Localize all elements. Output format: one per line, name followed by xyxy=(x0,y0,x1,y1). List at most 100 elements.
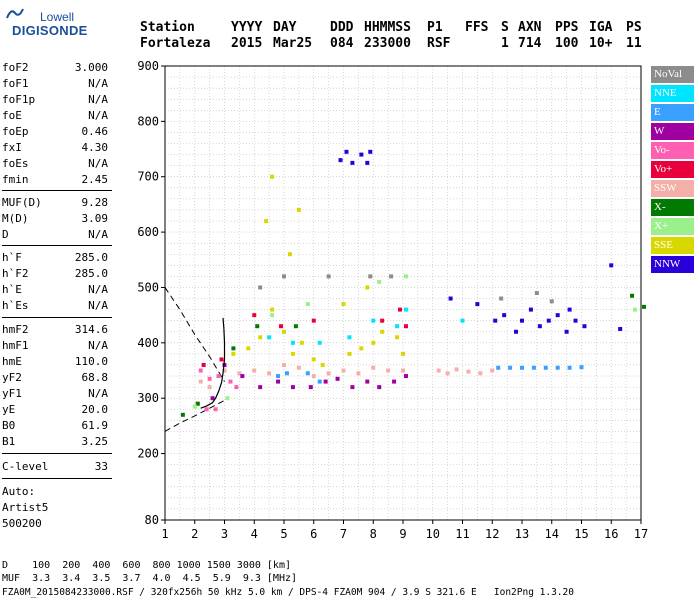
param-value: 9.28 xyxy=(81,196,109,209)
data-point xyxy=(359,152,364,157)
data-point xyxy=(180,412,185,417)
param-label: h`F2 xyxy=(2,267,29,280)
data-point xyxy=(267,371,272,376)
data-point xyxy=(347,335,352,340)
param-label: yF1 xyxy=(2,387,22,400)
data-point xyxy=(377,385,382,390)
header-s-value: 1 xyxy=(501,36,509,51)
header-doy-value: 084 xyxy=(330,36,354,51)
header-p1-label: P1 xyxy=(427,20,443,35)
divider xyxy=(2,453,112,454)
data-point xyxy=(234,385,239,390)
data-point xyxy=(311,357,316,362)
y-tick-label: 400 xyxy=(137,336,159,350)
legend-item-w: W xyxy=(651,123,694,140)
data-point xyxy=(371,340,376,345)
legend-item-x-minus: X- xyxy=(651,199,694,216)
data-point xyxy=(436,368,441,373)
legend-item-vo-minus: Vo- xyxy=(651,142,694,159)
data-point xyxy=(341,368,346,373)
data-point xyxy=(228,379,233,384)
data-point xyxy=(270,313,275,318)
param-label: hmF1 xyxy=(2,339,29,352)
param-label: fxI xyxy=(2,141,22,154)
x-tick-label: 10 xyxy=(426,527,440,541)
data-point xyxy=(305,371,310,376)
data-point xyxy=(201,362,206,367)
header-s-label: S xyxy=(501,20,509,35)
data-point xyxy=(386,368,391,373)
data-point xyxy=(380,329,385,334)
param-value: N/A xyxy=(88,77,108,90)
data-point xyxy=(546,318,551,323)
data-point xyxy=(347,351,352,356)
param-label: M(D) xyxy=(2,212,29,225)
data-point xyxy=(403,324,408,329)
param-value: 4.30 xyxy=(81,141,109,154)
data-point xyxy=(290,340,295,345)
data-point xyxy=(341,302,346,307)
x-tick-label: 11 xyxy=(455,527,469,541)
data-point xyxy=(537,324,542,329)
data-point xyxy=(317,340,322,345)
param-value: 110.0 xyxy=(74,355,108,368)
logo-lowell: Lowell xyxy=(40,10,75,24)
data-point xyxy=(276,379,281,384)
data-point xyxy=(555,365,560,370)
data-point xyxy=(350,160,355,165)
param-label: foF1p xyxy=(2,93,36,106)
legend-item-sse: SSE xyxy=(651,237,694,254)
data-point xyxy=(395,324,400,329)
param-label: foEs xyxy=(2,157,29,170)
data-point xyxy=(335,376,340,381)
header-station-label: Station xyxy=(140,20,195,35)
param-label: C-level xyxy=(2,460,49,473)
param-value: 20.0 xyxy=(81,403,109,416)
data-point xyxy=(246,346,251,351)
header-ffs-label: FFS xyxy=(465,20,489,35)
param-value: 3.09 xyxy=(81,212,109,225)
data-point xyxy=(282,274,286,279)
param-label: foF2 xyxy=(2,61,29,74)
data-point xyxy=(520,318,524,323)
data-point xyxy=(222,368,227,373)
data-point xyxy=(231,351,236,356)
param-value: 3.000 xyxy=(74,61,108,74)
param-value: N/A xyxy=(88,299,108,312)
param-value: 3.25 xyxy=(81,435,109,448)
data-point xyxy=(365,379,370,384)
data-point xyxy=(323,379,328,384)
data-point xyxy=(204,407,209,412)
data-point xyxy=(401,351,405,356)
y-tick-label: 500 xyxy=(137,280,159,294)
data-point xyxy=(514,329,519,334)
header-ps-label: PS xyxy=(626,20,642,35)
x-tick-label: 15 xyxy=(574,527,588,541)
param-value: 285.0 xyxy=(74,251,108,264)
data-point xyxy=(445,371,450,376)
param-label: foEp xyxy=(2,125,29,138)
data-point xyxy=(210,396,215,401)
data-point xyxy=(326,274,331,279)
data-point xyxy=(296,365,301,370)
data-point xyxy=(403,307,408,312)
param-value: 2.45 xyxy=(81,173,109,186)
data-point xyxy=(460,318,465,323)
footer-muf-row: MUF 3.3 3.4 3.5 3.7 4.0 4.5 5.9 9.3 [MHz… xyxy=(2,573,298,584)
data-point xyxy=(567,307,572,312)
data-points xyxy=(180,149,646,417)
divider xyxy=(2,317,112,318)
header-day-label: DAY xyxy=(273,20,297,35)
data-point xyxy=(534,291,539,295)
footer-distance-row: D 100 200 400 600 800 1000 1500 3000 [km… xyxy=(2,560,291,571)
param-value: N/A xyxy=(88,387,108,400)
data-point xyxy=(276,374,281,379)
header-year-value: 2015 xyxy=(231,36,263,51)
y-axis-ticks: 80 200 300 400 500 600 700 800 900 xyxy=(137,59,165,527)
data-point xyxy=(282,362,286,367)
data-point xyxy=(499,296,504,301)
data-point xyxy=(401,368,405,373)
data-point xyxy=(267,335,272,340)
data-point xyxy=(368,274,373,279)
data-point xyxy=(264,219,269,224)
